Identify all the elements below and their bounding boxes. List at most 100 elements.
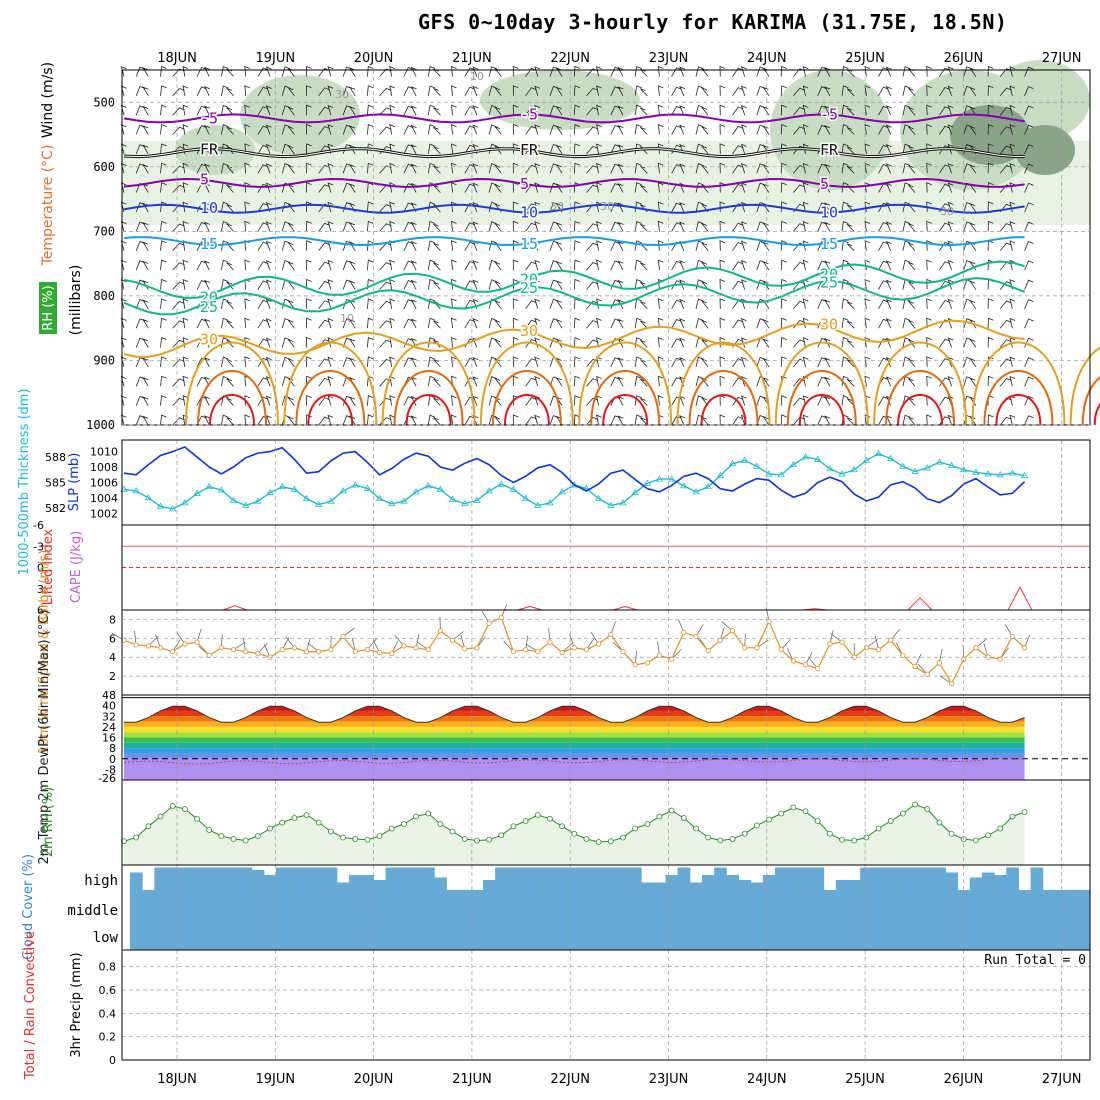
rh2m-point bbox=[425, 810, 432, 817]
wind-barb bbox=[780, 395, 787, 406]
wind-barb bbox=[793, 397, 805, 406]
wind-barb bbox=[244, 201, 250, 213]
temp-tick: 8 bbox=[109, 742, 116, 755]
wind-barb bbox=[987, 240, 994, 251]
contour-label: 20 bbox=[200, 289, 218, 307]
contour-label: FR bbox=[520, 141, 539, 159]
wind-barb bbox=[265, 182, 272, 193]
wind-barb bbox=[864, 123, 871, 135]
wind-barb bbox=[732, 106, 744, 116]
wind-barb bbox=[172, 223, 185, 232]
wind-barb bbox=[403, 86, 414, 96]
wind-barb bbox=[464, 299, 476, 310]
wind-barb bbox=[367, 278, 374, 290]
wind-barb bbox=[403, 202, 414, 213]
wind-barb bbox=[203, 395, 210, 406]
wind-barb bbox=[555, 377, 563, 387]
rh2m-point bbox=[218, 833, 225, 839]
wind-barb bbox=[182, 395, 189, 406]
wind-barb bbox=[969, 415, 977, 426]
contour-label: FR bbox=[820, 141, 839, 159]
wind-barb bbox=[464, 261, 476, 271]
wind-barb bbox=[640, 165, 648, 174]
wind-barb bbox=[433, 262, 441, 271]
wind-barb bbox=[846, 378, 855, 387]
wind-barb bbox=[802, 143, 809, 154]
wind-barb bbox=[160, 259, 167, 271]
lifted-index-trace bbox=[612, 605, 638, 611]
thickness-point bbox=[436, 485, 445, 492]
wind-barb bbox=[999, 242, 1012, 251]
wind-barb bbox=[846, 301, 855, 310]
wind-barb bbox=[488, 221, 497, 232]
wind-barb bbox=[617, 183, 624, 193]
cloud-high-bar bbox=[349, 875, 362, 890]
wind-barb bbox=[671, 164, 682, 174]
wind-barb bbox=[534, 414, 541, 426]
wind-barb bbox=[596, 337, 602, 348]
wind-barb bbox=[451, 220, 457, 232]
wind-barb bbox=[846, 88, 855, 97]
wind-barb bbox=[226, 281, 234, 290]
wind-barb bbox=[464, 377, 476, 387]
wind-barb bbox=[617, 163, 624, 174]
wind-barb bbox=[640, 359, 648, 368]
wind-barb bbox=[586, 417, 599, 426]
wind-barb bbox=[947, 163, 954, 174]
wind-barb bbox=[142, 202, 149, 213]
temp-band bbox=[124, 710, 1025, 717]
wind-barb bbox=[427, 66, 436, 77]
wind-barb bbox=[926, 220, 932, 232]
wind-barb bbox=[878, 144, 889, 155]
wind-barb bbox=[472, 182, 479, 193]
wind-barb bbox=[802, 356, 809, 367]
wind-barb bbox=[203, 415, 210, 426]
wind-barb bbox=[265, 85, 272, 96]
wind-barb bbox=[142, 260, 149, 271]
wind-barb bbox=[947, 298, 954, 309]
wind-barb bbox=[695, 182, 704, 193]
wind-barb bbox=[203, 105, 210, 116]
wind-barb bbox=[908, 184, 916, 193]
wind-barb bbox=[493, 338, 502, 348]
contour-label: FR bbox=[200, 140, 219, 158]
wind-barb bbox=[287, 86, 295, 97]
wind-barb bbox=[802, 220, 809, 232]
wind-barb bbox=[512, 65, 519, 77]
wind-barb bbox=[719, 162, 726, 174]
wind-barb bbox=[265, 240, 272, 251]
wind10m-point bbox=[523, 647, 529, 653]
rh2m-point bbox=[571, 830, 578, 837]
wind-barb bbox=[488, 259, 497, 271]
wind-barb bbox=[908, 358, 916, 368]
wind-barb bbox=[318, 106, 330, 116]
wind-barb bbox=[427, 375, 436, 387]
cloud-high-bar bbox=[811, 867, 825, 890]
wind-barb bbox=[969, 377, 977, 387]
wind-barb bbox=[472, 414, 479, 426]
rh2m-point bbox=[291, 815, 298, 821]
rh2m-point bbox=[741, 830, 748, 837]
rh2m-point bbox=[413, 813, 419, 820]
wind-barb bbox=[348, 241, 356, 251]
wind10m-point bbox=[596, 641, 602, 647]
wind-barb bbox=[379, 397, 392, 406]
wind-barb bbox=[348, 280, 356, 290]
wind-barb bbox=[348, 338, 356, 348]
wind-barb bbox=[987, 104, 994, 116]
rh2m-point bbox=[680, 815, 687, 821]
wind-barb bbox=[318, 261, 330, 271]
wind-barb bbox=[824, 415, 831, 426]
wind-barb bbox=[947, 414, 954, 426]
wind-barb bbox=[403, 163, 414, 174]
wind-barb bbox=[610, 163, 621, 174]
wind-barb bbox=[525, 319, 537, 329]
wind-barb bbox=[700, 145, 709, 155]
wind-barb bbox=[306, 220, 312, 232]
wind-barb bbox=[939, 261, 951, 271]
wind-barb bbox=[617, 299, 624, 309]
wind-barb bbox=[841, 201, 849, 213]
wind-barb bbox=[389, 104, 395, 116]
thickness-point bbox=[205, 482, 213, 490]
wind-barb bbox=[318, 222, 330, 232]
